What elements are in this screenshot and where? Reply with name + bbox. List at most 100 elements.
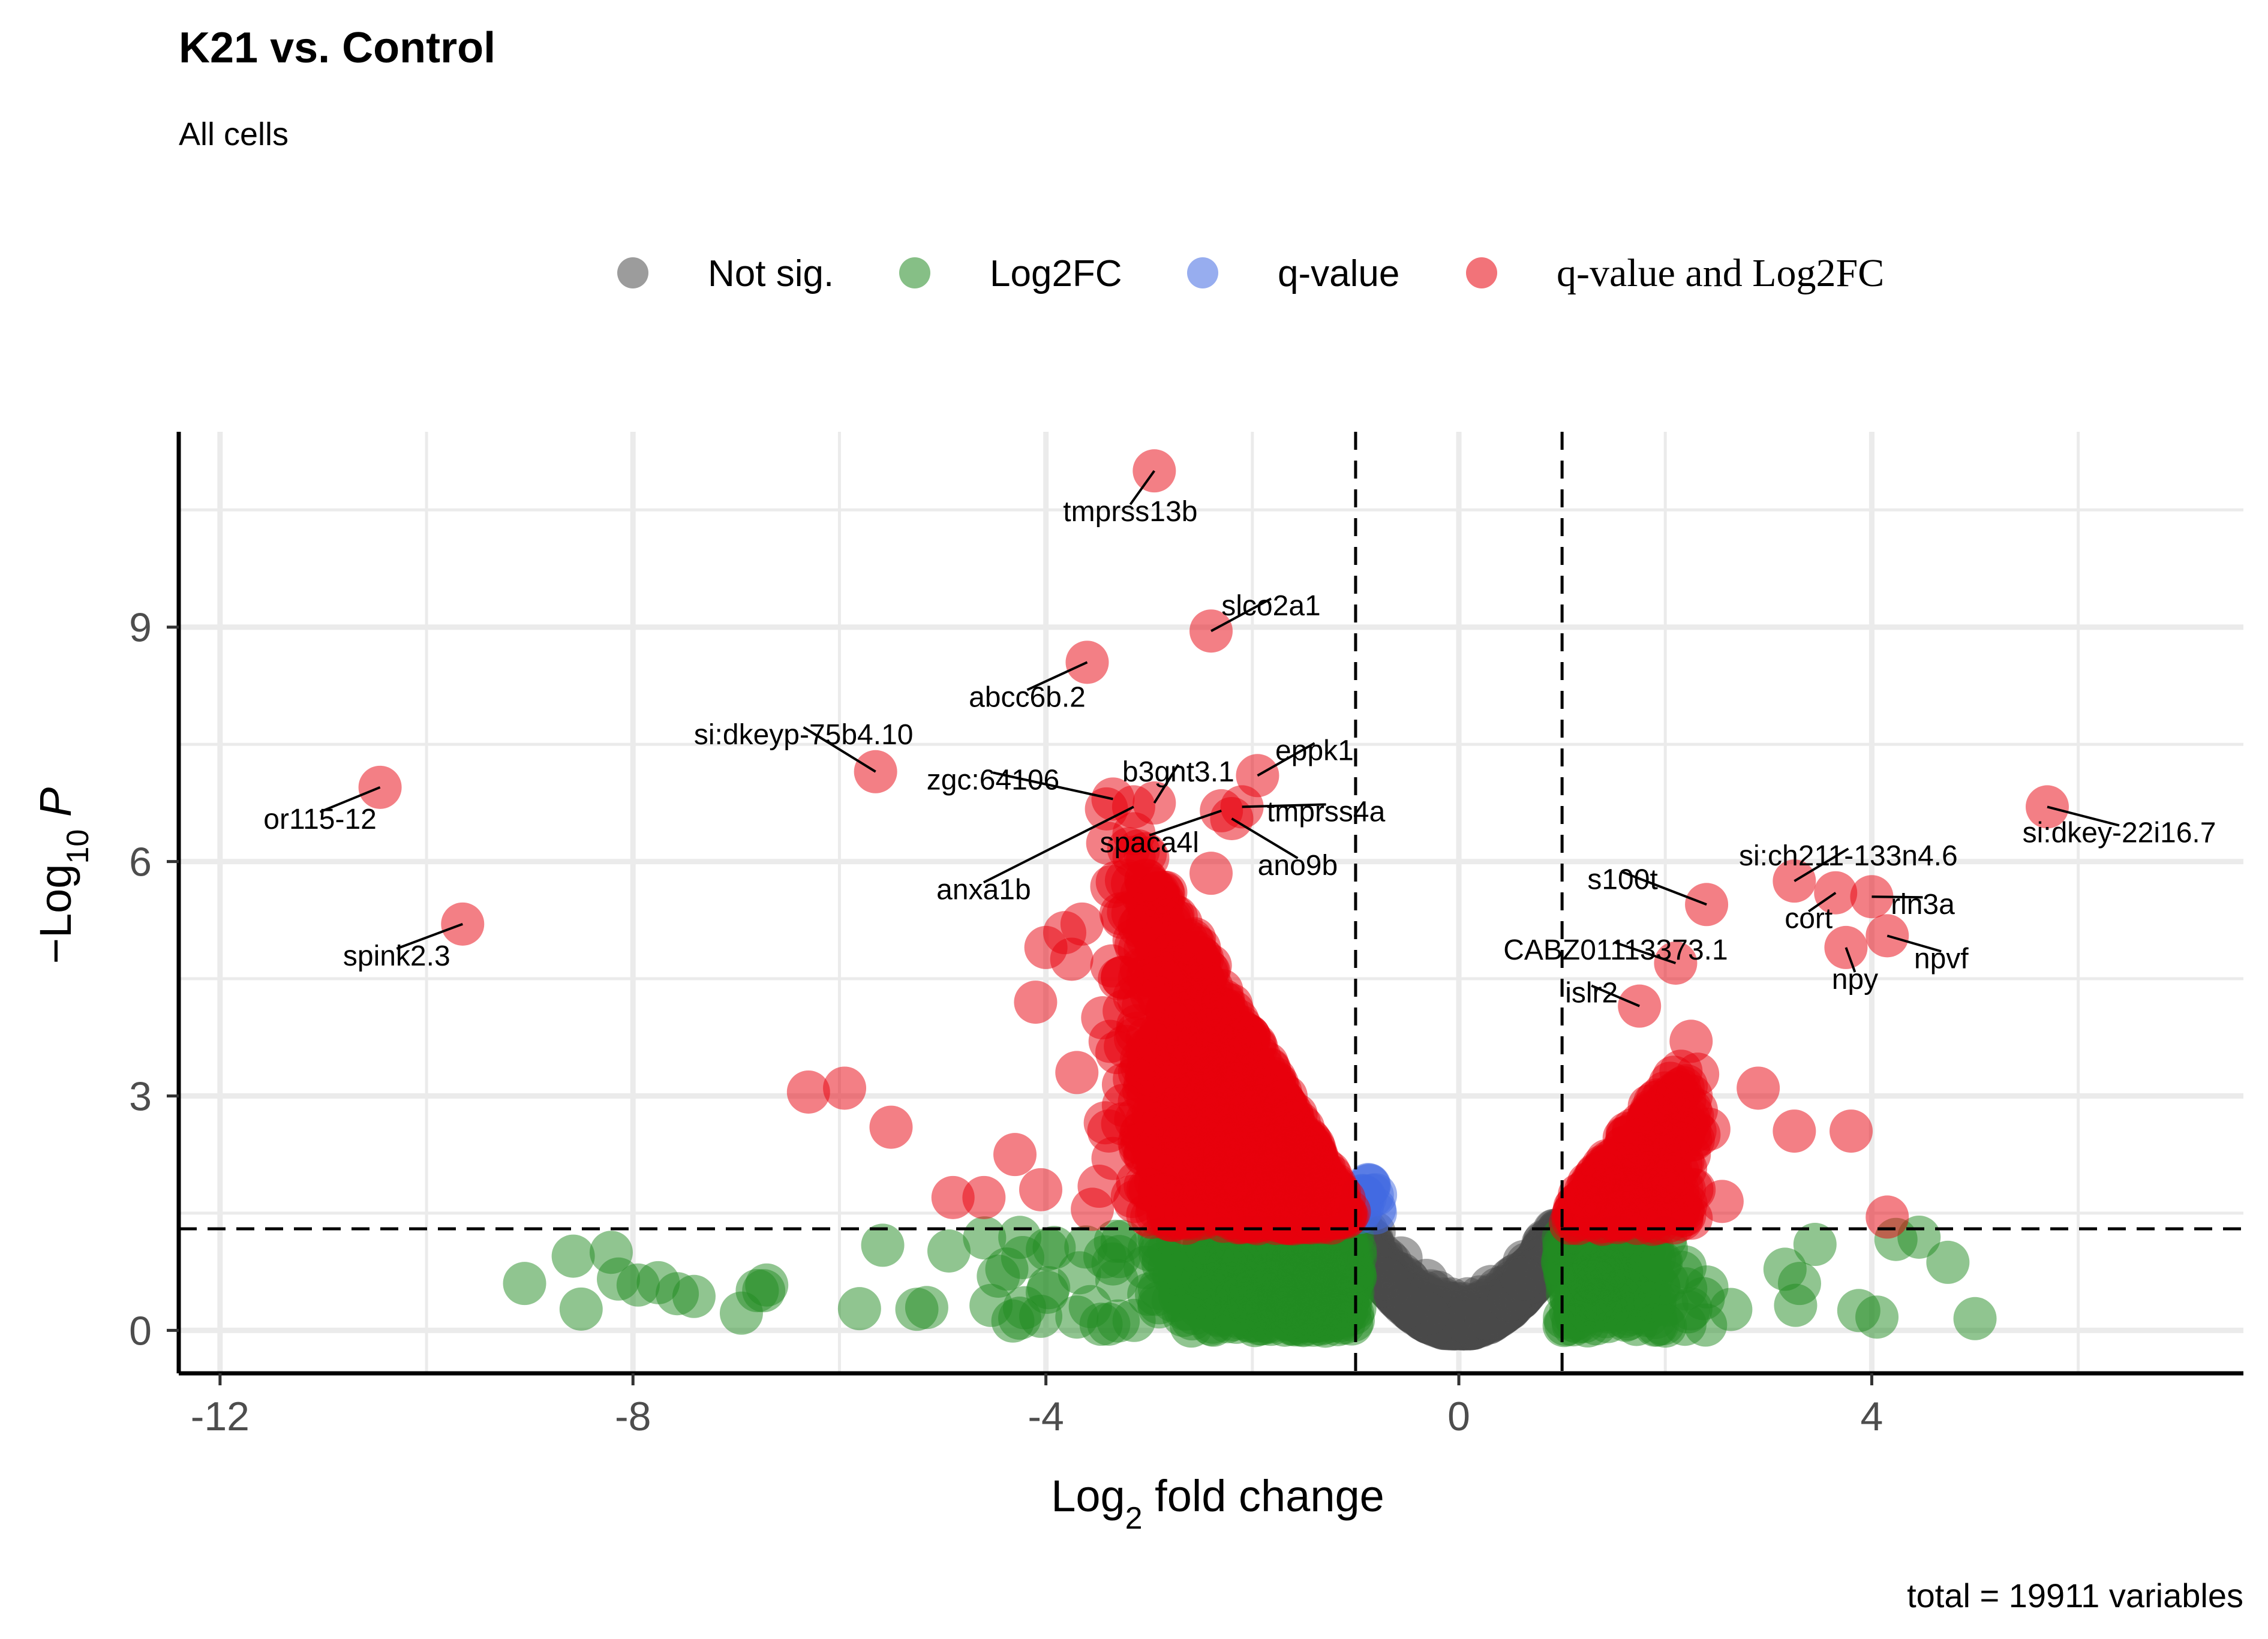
point-fc [719,1291,763,1335]
point-both [1687,1107,1731,1151]
gene-label: or115-12 [263,804,377,835]
chart-caption: total = 19911 variables [1907,1577,2243,1614]
point-both [1019,1168,1063,1211]
point-both [1081,996,1125,1040]
label-connector [1808,892,1837,913]
point-both [931,1175,975,1219]
legend-label-both: q-value and Log2FC [1557,251,1884,295]
point-fc [551,1234,595,1278]
point-both [1669,1020,1713,1063]
point-both [993,1133,1037,1177]
chart-subtitle: All cells [179,116,289,152]
label-connector [1231,817,1299,859]
y-axis-title-main: −Log [31,864,80,964]
point-both [1172,922,1216,966]
y-tick-label: 3 [129,1073,152,1119]
label-connector [1887,934,1942,953]
legend: Not sig. Log2FC q-value q-value and Log2FC [617,251,1884,295]
point-both [1091,1136,1135,1180]
label-connector [1794,847,1849,882]
gene-label: ano9b [1258,850,1338,882]
point-fc [963,1216,1007,1260]
y-tick-label: 9 [129,605,152,651]
y-tick-label: 0 [129,1308,152,1354]
point-both [1107,891,1150,934]
gene-label: anxa1b [936,874,1031,906]
point-fc [1855,1295,1899,1339]
point-both [1189,852,1233,895]
y-axis-title-rest: P [31,787,80,829]
point-both [1024,925,1068,969]
legend-label-ns: Not sig. [708,253,834,294]
point-fc [616,1263,660,1307]
label-connector [1242,803,1326,808]
point-fc [1147,1245,1191,1289]
gene-labels: tmprss13b slco2a1 abcc6b.2 si:dkeyp-75b4.10… [263,470,2216,1009]
point-both [1669,1074,1713,1118]
label-connector [2047,805,2120,827]
point-both [1086,822,1130,865]
gene-label: si:ch211-133n4.6 [1739,840,1958,872]
gene-label: tmprss13b [1063,496,1197,528]
point-both [1300,1201,1344,1244]
gene-label: spaca4l [1100,827,1198,859]
legend-swatch-ns [617,257,648,288]
cutoff-lines [179,432,2243,1373]
point-both [1196,1130,1240,1174]
point-fc [1091,1242,1135,1286]
gene-label: si:dkey-22i16.7 [2023,817,2216,849]
point-both [1095,1031,1138,1075]
point-fc [1585,1290,1629,1334]
x-axis-title: Log2 fold change [1051,1471,1384,1536]
point-fc [1793,1223,1837,1267]
point-ns [1386,1284,1430,1328]
point-both [1628,1189,1672,1233]
point-both [1314,1168,1357,1211]
point-both [1273,1166,1317,1210]
label-connector [983,805,1134,884]
label-connector [1210,597,1272,633]
point-both [1190,1007,1234,1051]
point-fc [1953,1297,1997,1340]
legend-label-q: q-value [1278,253,1399,294]
point-fc [861,1223,905,1267]
label-connector [1153,763,1180,804]
label-connector [1845,947,1857,973]
point-fc [503,1262,546,1306]
point-both [1149,960,1192,1003]
label-connector [993,771,1113,801]
point-both [1060,902,1104,946]
point-both [1866,1195,1909,1239]
gene-label: tmprss4a [1267,796,1386,828]
x-axis-title-sub: 2 [1125,1501,1143,1536]
legend-swatch-both [1466,257,1497,288]
point-fc [1777,1262,1821,1306]
point-both [1101,1084,1145,1127]
point-fc [1097,1299,1140,1343]
scatter-points [358,449,2069,1351]
label-connector [1615,942,1677,964]
point-both [1014,981,1058,1024]
gene-label: zgc:64106 [927,764,1060,796]
gene-label: b3gnt3.1 [1122,756,1234,788]
point-fc [1709,1288,1753,1331]
y-tick-label: 6 [129,840,152,885]
point-ns [1501,1257,1545,1301]
point-both [869,1105,913,1149]
label-connector [1257,742,1315,777]
gene-label: rln3a [1891,889,1955,921]
x-tick-label: 4 [1861,1394,1884,1439]
point-both [1113,1180,1156,1223]
point-fc [1227,1255,1271,1299]
point-both [1830,1109,1873,1153]
x-tick-label: -12 [191,1394,250,1439]
gene-label: spink2.3 [343,940,450,972]
gene-label: abcc6b.2 [969,681,1086,713]
point-both [1071,1187,1115,1231]
point-fc [1162,1294,1206,1337]
gene-label: slco2a1 [1221,590,1320,622]
point-fc [895,1288,939,1331]
point-both [786,1070,830,1114]
y-axis-title-sub: 10 [61,829,95,864]
